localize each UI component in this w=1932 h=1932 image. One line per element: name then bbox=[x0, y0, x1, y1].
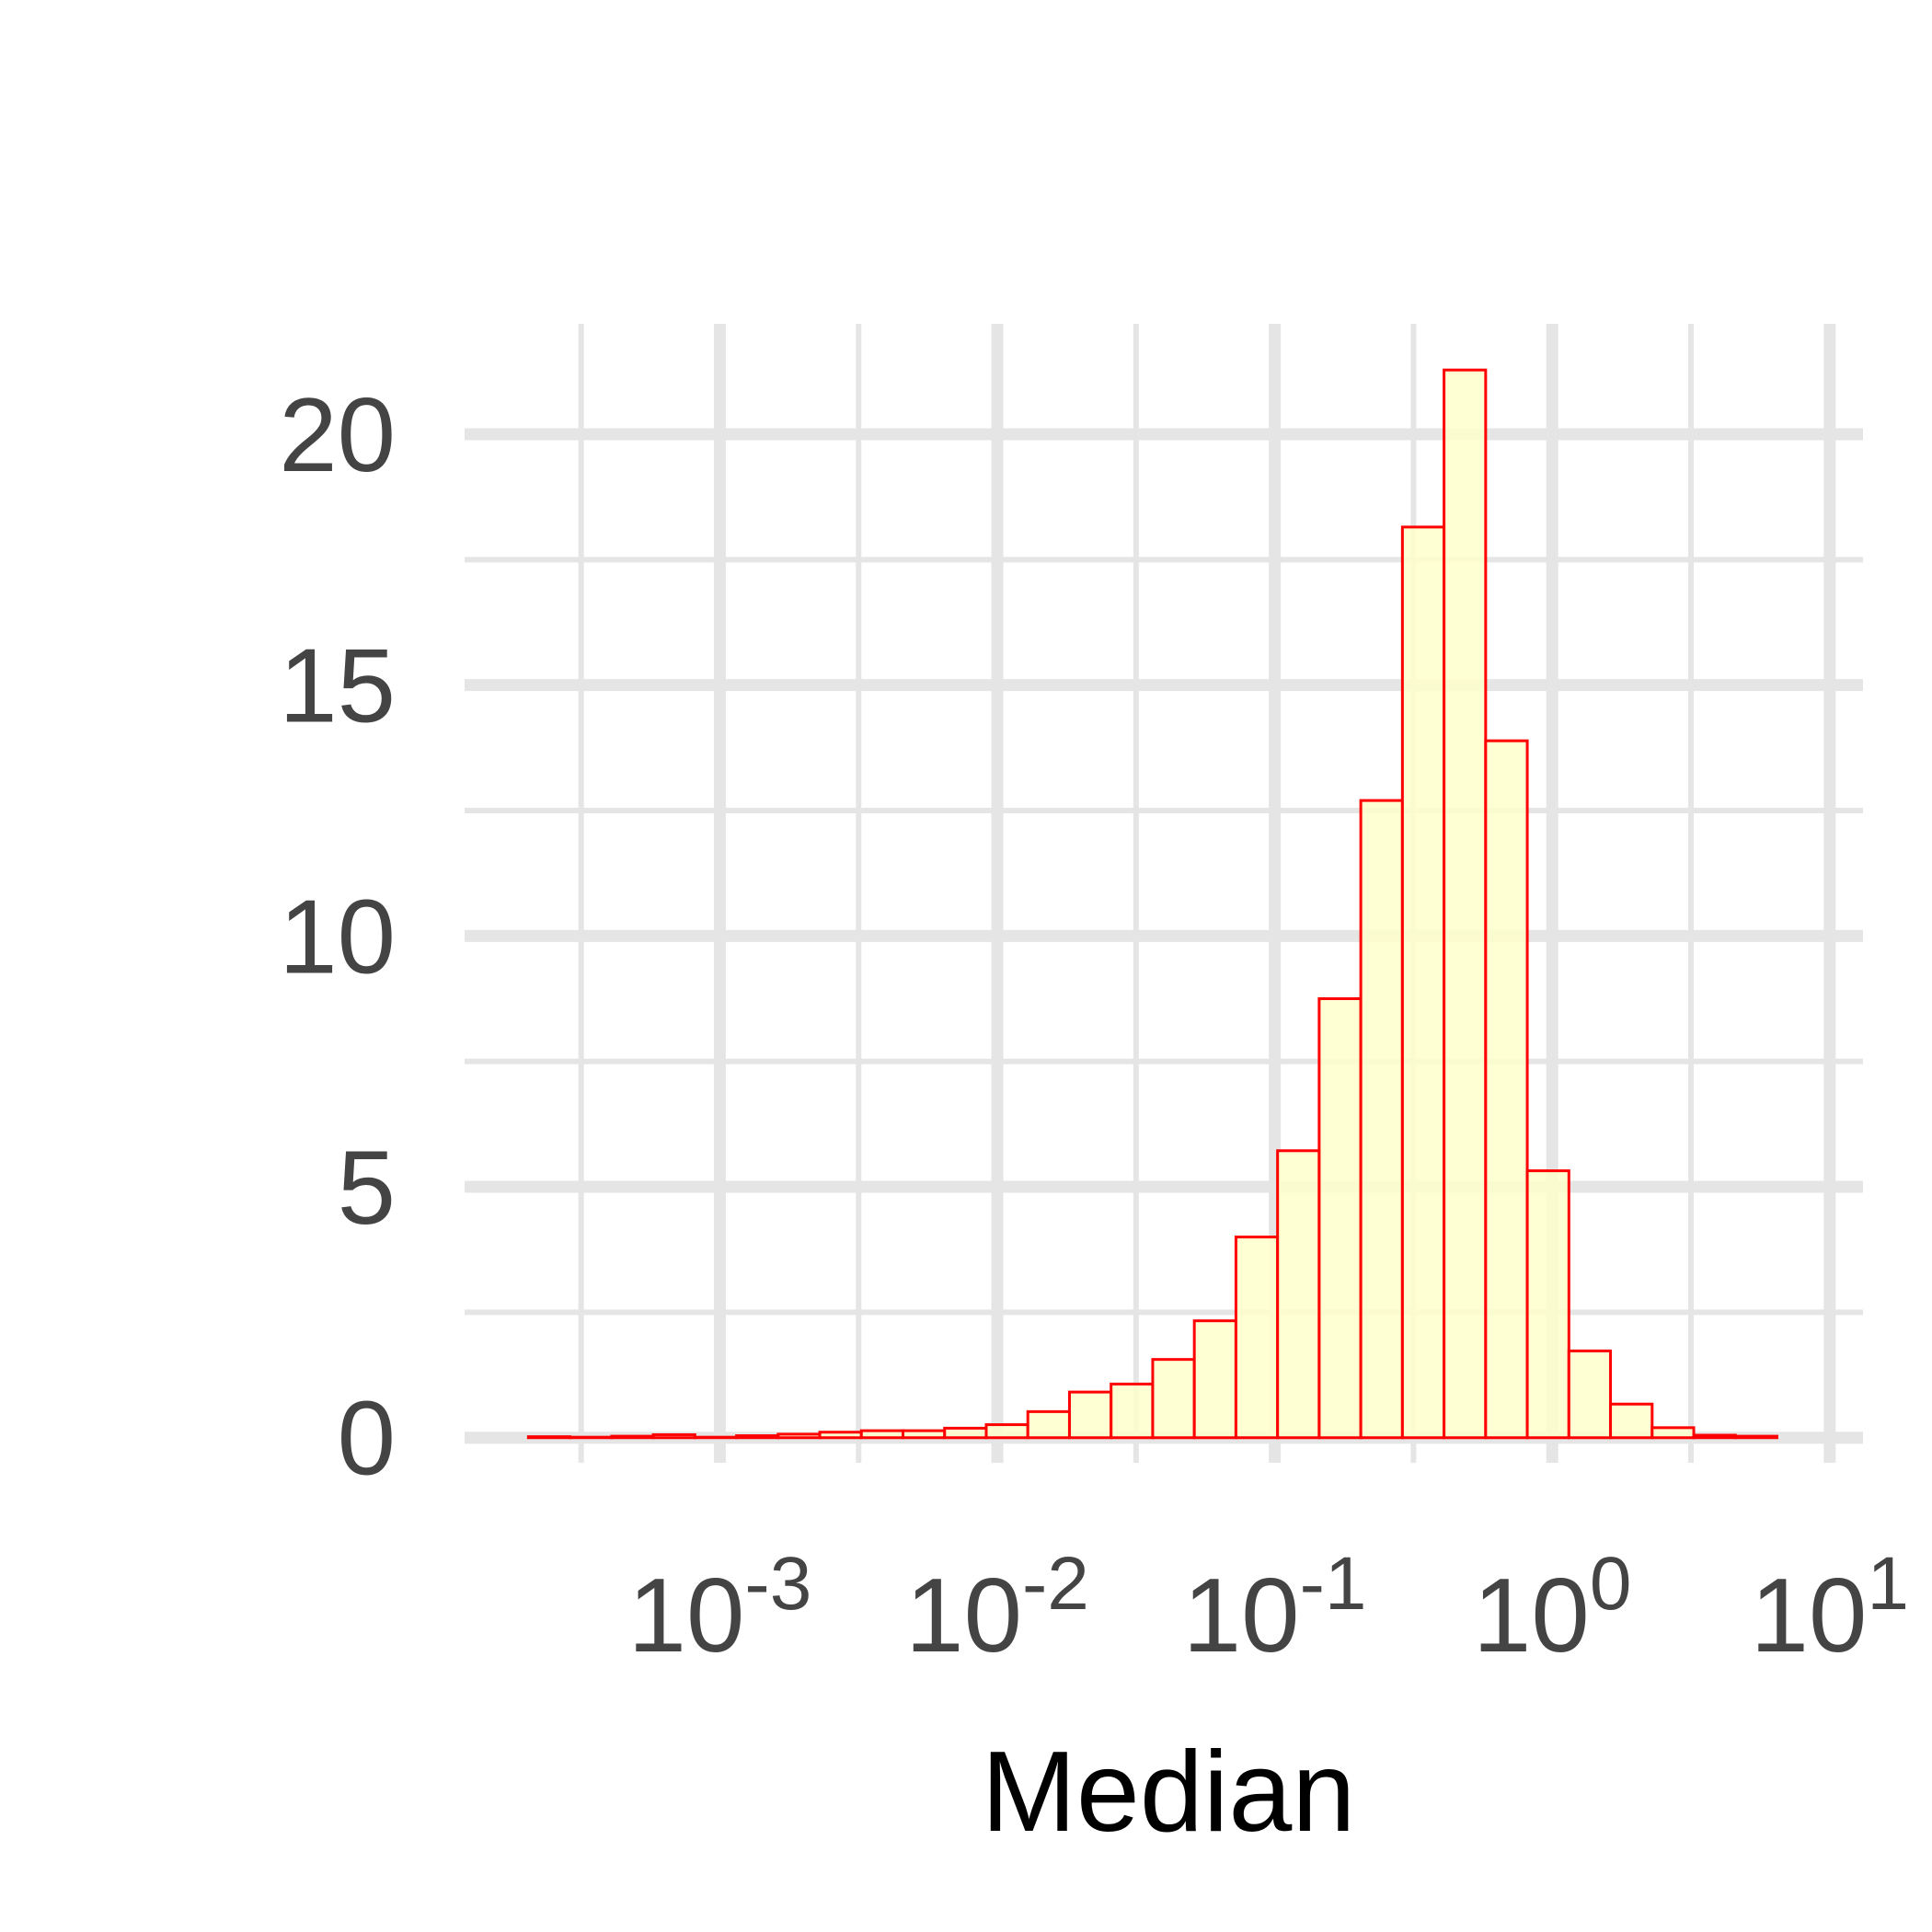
histogram-bar bbox=[1650, 1426, 1696, 1440]
histogram-bar bbox=[902, 1429, 947, 1440]
histogram-bar bbox=[1067, 1390, 1113, 1440]
histogram-bar bbox=[1443, 368, 1488, 1440]
x-tick-exponent: 0 bbox=[1590, 1542, 1632, 1626]
x-tick-label: 100 bbox=[1473, 1542, 1631, 1674]
histogram-bar bbox=[610, 1434, 655, 1440]
histogram-bar bbox=[1359, 799, 1404, 1440]
grid-lines bbox=[465, 324, 1863, 1463]
histogram-bar bbox=[984, 1423, 1029, 1440]
x-tick-label: 10-1 bbox=[1183, 1542, 1367, 1674]
x-tick-exponent: -2 bbox=[1022, 1542, 1089, 1626]
histogram-bar bbox=[1151, 1358, 1196, 1440]
histogram-bar bbox=[1276, 1149, 1321, 1440]
histogram-bar bbox=[1234, 1236, 1280, 1440]
histogram-bar bbox=[818, 1431, 863, 1440]
x-tick-base: 10 bbox=[1473, 1558, 1590, 1674]
y-axis-tick-labels: 0 5 10 15 20 bbox=[279, 377, 396, 1498]
x-axis-title: Median bbox=[982, 1729, 1356, 1856]
histogram-bar bbox=[569, 1435, 614, 1440]
histogram-bar bbox=[693, 1435, 739, 1440]
y-tick-label: 10 bbox=[279, 879, 396, 995]
x-tick-base: 10 bbox=[1183, 1558, 1300, 1674]
histogram-bar bbox=[1192, 1319, 1237, 1440]
x-tick-exponent: 1 bbox=[1867, 1542, 1909, 1626]
x-tick-exponent: -1 bbox=[1300, 1542, 1367, 1626]
histogram-bar bbox=[1609, 1402, 1654, 1440]
histogram-bar bbox=[943, 1426, 988, 1440]
histogram-bar bbox=[1567, 1349, 1613, 1440]
x-tick-exponent: -3 bbox=[744, 1542, 811, 1626]
x-tick-base: 10 bbox=[1751, 1558, 1868, 1674]
histogram-bar bbox=[526, 1435, 572, 1440]
x-tick-base: 10 bbox=[628, 1558, 745, 1674]
histogram-bar bbox=[859, 1429, 905, 1440]
y-tick-label: 20 bbox=[279, 377, 396, 494]
histogram-bar bbox=[1317, 997, 1363, 1440]
y-tick-label: 0 bbox=[338, 1381, 396, 1498]
histogram-bar bbox=[1692, 1433, 1737, 1440]
histogram-bar bbox=[1733, 1434, 1779, 1440]
x-tick-base: 10 bbox=[905, 1558, 1022, 1674]
histogram-bar bbox=[1400, 525, 1446, 1440]
x-axis-tick-labels: 10-3 10-2 10-1 100 101 bbox=[628, 1542, 1909, 1674]
y-tick-label: 15 bbox=[279, 628, 396, 745]
histogram-bar bbox=[651, 1432, 696, 1440]
histogram-bar bbox=[1026, 1409, 1071, 1440]
x-tick-label: 10-2 bbox=[905, 1542, 1089, 1674]
x-tick-label: 101 bbox=[1751, 1542, 1909, 1674]
histogram-bar bbox=[1525, 1169, 1570, 1440]
histogram-bars bbox=[526, 368, 1779, 1440]
histogram-bar bbox=[1484, 739, 1529, 1440]
histogram-bar bbox=[1110, 1382, 1155, 1440]
histogram-bar bbox=[776, 1432, 822, 1440]
y-tick-label: 5 bbox=[338, 1130, 396, 1247]
histogram-bar bbox=[735, 1434, 780, 1440]
x-tick-label: 10-3 bbox=[628, 1542, 812, 1674]
